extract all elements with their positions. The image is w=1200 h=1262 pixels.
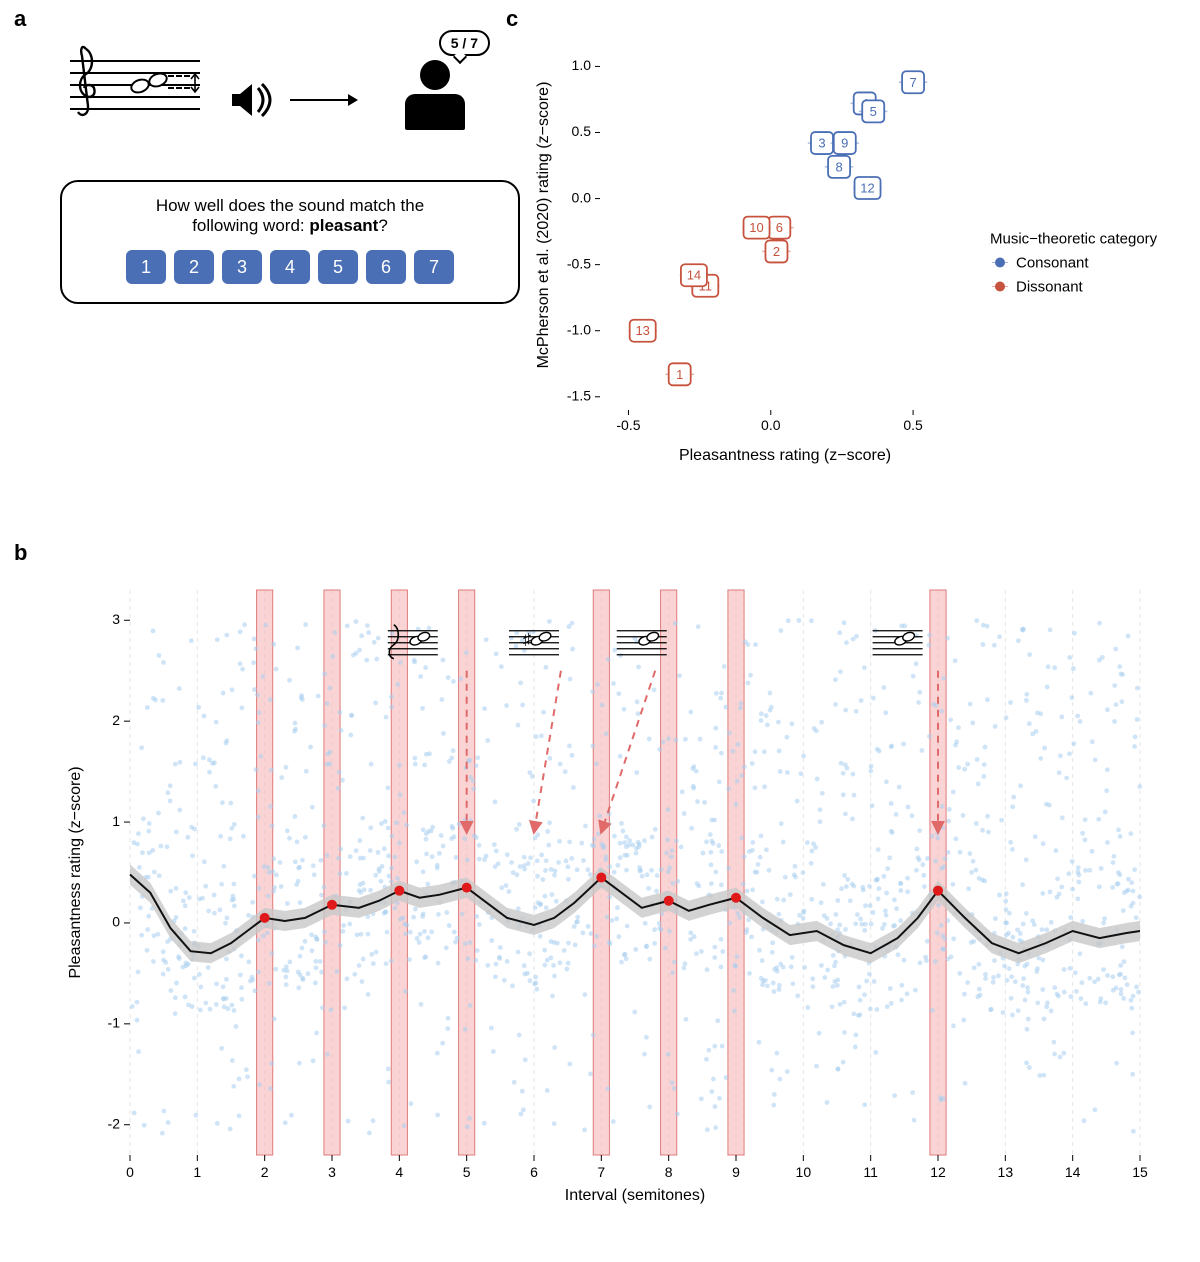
panel-label-b: b xyxy=(14,540,27,566)
svg-text:-1: -1 xyxy=(108,1015,121,1031)
svg-text:14: 14 xyxy=(687,268,701,283)
likert-scale: 1234567 xyxy=(80,250,500,284)
arrow-icon xyxy=(290,99,350,101)
svg-text:10: 10 xyxy=(796,1164,812,1180)
listener-icon: 5 / 7 xyxy=(390,60,480,130)
svg-text:Dissonant: Dissonant xyxy=(1016,279,1084,296)
svg-text:7: 7 xyxy=(597,1164,605,1180)
svg-text:6: 6 xyxy=(530,1164,538,1180)
svg-text:3: 3 xyxy=(818,136,825,151)
likert-option[interactable]: 2 xyxy=(174,250,214,284)
svg-text:1: 1 xyxy=(112,813,120,829)
svg-text:9: 9 xyxy=(732,1164,740,1180)
music-staff xyxy=(70,60,200,120)
svg-text:1: 1 xyxy=(676,367,683,382)
panel-a: 5 / 7 How well does the sound match the … xyxy=(60,30,500,330)
svg-text:0.0: 0.0 xyxy=(572,189,592,205)
svg-text:0: 0 xyxy=(112,914,120,930)
bracket-line xyxy=(168,87,190,89)
svg-text:11: 11 xyxy=(863,1164,878,1180)
svg-text:0.5: 0.5 xyxy=(572,123,592,139)
interval-arrow-icon xyxy=(188,72,202,94)
svg-text:-0.5: -0.5 xyxy=(567,255,591,271)
panel-b: ♯0123456789101112131415-2-10123Interval … xyxy=(60,570,1160,1210)
likert-option[interactable]: 7 xyxy=(414,250,454,284)
panel-label-a: a xyxy=(14,6,26,32)
svg-text:15: 15 xyxy=(1132,1164,1148,1180)
scatter-plot: -1.5 -1.0 -0.5 0.0 0.5 1.0 -0.5 0.0 0.5 Pleasantn… xyxy=(530,20,1180,470)
svg-text:Music−theoretic category: Music−theoretic category xyxy=(990,231,1158,248)
likert-option[interactable]: 4 xyxy=(270,250,310,284)
svg-text:9: 9 xyxy=(841,136,848,151)
svg-text:1.0: 1.0 xyxy=(572,57,592,73)
svg-text:6: 6 xyxy=(776,220,783,235)
svg-text:McPherson et al. (2020) rating: McPherson et al. (2020) rating (z−score) xyxy=(535,82,552,369)
panel-c: -1.5 -1.0 -0.5 0.0 0.5 1.0 -0.5 0.0 0.5 Pleasantn… xyxy=(530,20,1180,470)
svg-text:-0.5: -0.5 xyxy=(616,417,640,433)
svg-text:-2: -2 xyxy=(108,1115,121,1131)
svg-text:8: 8 xyxy=(665,1164,673,1180)
svg-text:13: 13 xyxy=(998,1164,1014,1180)
svg-text:8: 8 xyxy=(835,159,842,174)
treble-clef-icon xyxy=(66,44,106,124)
svg-text:3: 3 xyxy=(112,611,120,627)
figure: a c b xyxy=(0,0,1200,1262)
svg-text:0.0: 0.0 xyxy=(761,417,781,433)
likert-option[interactable]: 1 xyxy=(126,250,166,284)
svg-text:14: 14 xyxy=(1065,1164,1081,1180)
panel-label-c: c xyxy=(506,6,518,32)
likert-option[interactable]: 3 xyxy=(222,250,262,284)
svg-text:7: 7 xyxy=(909,75,916,90)
continuous-profile-plot: ♯0123456789101112131415-2-10123Interval … xyxy=(60,570,1160,1210)
svg-text:-1.5: -1.5 xyxy=(567,387,591,403)
svg-text:10: 10 xyxy=(749,220,763,235)
svg-text:Consonant: Consonant xyxy=(1016,255,1089,272)
svg-text:12: 12 xyxy=(930,1164,946,1180)
svg-text:2: 2 xyxy=(112,712,120,728)
speaker-icon xyxy=(230,80,274,120)
svg-text:12: 12 xyxy=(860,181,874,196)
audio-flow xyxy=(230,80,350,120)
svg-text:2: 2 xyxy=(261,1164,269,1180)
svg-text:1: 1 xyxy=(193,1164,201,1180)
bracket-line xyxy=(168,75,190,77)
svg-text:5: 5 xyxy=(463,1164,471,1180)
likert-option[interactable]: 6 xyxy=(366,250,406,284)
svg-text:0: 0 xyxy=(126,1164,134,1180)
svg-text:Interval (semitones): Interval (semitones) xyxy=(565,1187,706,1204)
svg-text:4: 4 xyxy=(395,1164,403,1180)
prompt-text: How well does the sound match the follow… xyxy=(80,196,500,236)
svg-text:2: 2 xyxy=(773,244,780,259)
svg-text:13: 13 xyxy=(635,323,649,338)
svg-text:Pleasantness rating (z−score): Pleasantness rating (z−score) xyxy=(679,447,891,464)
svg-text:5: 5 xyxy=(870,104,877,119)
svg-text:♯: ♯ xyxy=(523,632,531,649)
svg-text:0.5: 0.5 xyxy=(903,417,923,433)
svg-text:3: 3 xyxy=(328,1164,336,1180)
likert-option[interactable]: 5 xyxy=(318,250,358,284)
prompt-box: How well does the sound match the follow… xyxy=(60,180,520,304)
svg-text:Pleasantness rating (z−score): Pleasantness rating (z−score) xyxy=(67,766,84,978)
svg-text:-1.0: -1.0 xyxy=(567,321,591,337)
speech-bubble: 5 / 7 xyxy=(439,30,490,56)
